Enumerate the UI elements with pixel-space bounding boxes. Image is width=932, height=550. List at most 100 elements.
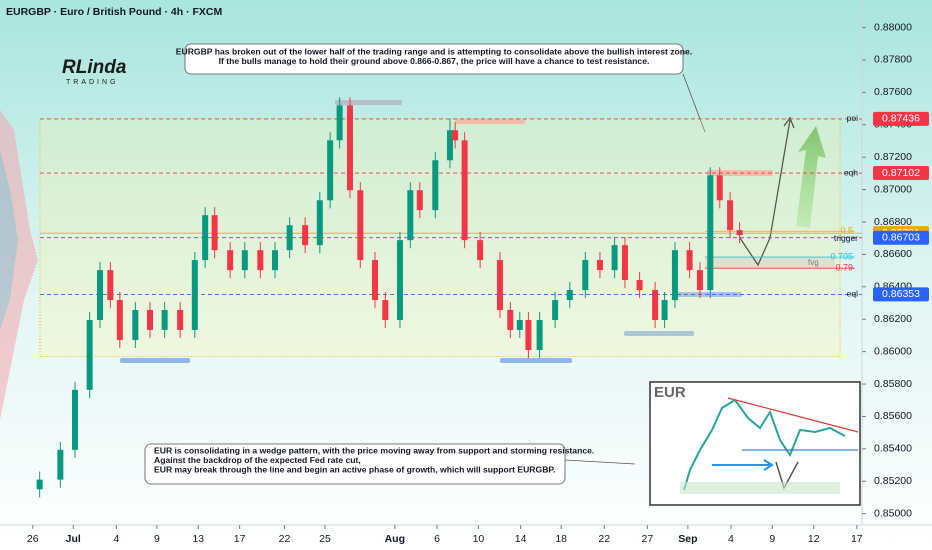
x-tick-label: 4 [113,533,119,545]
candle-body [36,479,43,490]
volume-profile [0,110,38,420]
inset-title: EUR [654,384,686,401]
candle-body [727,200,734,231]
y-tick-label: 0.85600 [874,410,912,422]
annotation-text: EUR is consolidating in a wedge pattern,… [154,445,594,455]
x-tick-label: 26 [27,533,39,545]
level-price-label: 0.86353 [882,288,920,300]
y-tick-label: 0.85200 [874,475,912,487]
x-tick-label: 4 [728,533,734,545]
candle-body [227,250,234,271]
x-tick-label: 10 [473,533,485,545]
candle-body [96,270,103,321]
candle-body [432,160,439,211]
level-label-bg [873,230,929,245]
level-name: eqh [844,167,858,177]
candle-body [507,309,514,330]
x-tick-label: Sep [678,533,697,545]
candle-body [566,290,573,301]
callout-pointer [564,459,636,465]
x-tick-label: Aug [385,533,405,545]
candle-body [146,309,153,330]
callout-pointer [682,73,706,133]
y-tick-label: 0.87800 [874,54,912,66]
inset-chart: EUR [649,381,861,506]
y-tick-label: 0.85800 [874,378,912,390]
candle-body [241,250,248,271]
y-tick-label: 0.85400 [874,443,912,455]
candle-body [202,215,209,261]
candle-body [316,200,323,246]
candle-body [177,309,184,330]
candle-body [161,309,168,330]
x-tick-label: 13 [192,533,204,545]
candle-body [286,225,293,251]
annotation-box [144,443,566,485]
candle-body [686,250,693,271]
candle-body [336,105,343,141]
candle-body [327,140,334,201]
annotation-text: EUR may break through the line and begin… [154,464,555,474]
candle-body [707,175,714,291]
inset-price [683,398,846,491]
level-price-label: 0.87436 [882,113,920,125]
y-tick-label: 0.87000 [874,183,912,195]
candle-body [86,320,93,390]
zone-marker [455,119,525,124]
candle-body [416,190,423,211]
x-tick-label: 22 [279,533,291,545]
annotation-box [184,43,684,75]
candle-body [621,245,628,280]
inset-arrow-head [763,459,774,471]
y-tick-label: 0.86600 [874,248,912,260]
bullish-arrow [796,126,826,228]
candle-body [552,300,559,321]
candle-body [132,309,139,340]
x-tick-label: 17 [234,533,246,545]
candle-body [525,320,532,350]
y-tick-label: 0.86800 [874,216,912,228]
level-name: trigger [834,233,858,243]
candle-body [446,130,453,161]
level-label-bg [873,111,929,126]
candle-body [661,300,668,321]
x-tick-label: 17 [851,533,863,545]
inset-volume [680,482,840,494]
candle-body [371,260,378,301]
x-tick-label: 14 [515,533,527,545]
x-tick-label: 25 [319,533,331,545]
y-tick-label: 0.87200 [874,151,912,163]
candle-body [536,320,543,350]
candle-body [191,260,198,330]
y-tick-label: 0.85000 [874,507,912,519]
x-tick-label: 9 [154,533,160,545]
fvg-label: fvg [808,258,819,267]
candle-body [596,260,603,271]
level-name: eql [847,289,858,299]
x-tick-label: 18 [555,533,567,545]
annotation-text: EURGBP has broken out of the lower half … [176,46,692,56]
x-tick-label: 9 [769,533,775,545]
fib-label: 0.705 [830,252,853,262]
fvg-zone [705,256,835,268]
y-tick-label: 0.87600 [874,86,912,98]
shapes: EUR [120,43,861,506]
logo-name: RLinda [62,57,127,78]
y-tick-label: 0.88000 [874,21,912,33]
level-price-label: 0.87102 [882,167,920,179]
candle-body [496,260,503,310]
level-name: poi [847,113,858,123]
level-label-bg [873,287,929,302]
candle-body [346,105,353,191]
candle-body [452,130,459,141]
candle-body [516,320,523,330]
y-tick-label: 0.86200 [874,313,912,325]
candle-body [271,250,278,271]
candle-body [636,280,643,291]
annotation-text: Against the backdrop of the expected Fed… [154,455,361,465]
candle-body [357,190,364,261]
chart-title: EURGBP · Euro / British Pound · 4h · FXC… [6,6,222,18]
zone-marker [500,358,572,363]
candle-body [477,240,484,261]
